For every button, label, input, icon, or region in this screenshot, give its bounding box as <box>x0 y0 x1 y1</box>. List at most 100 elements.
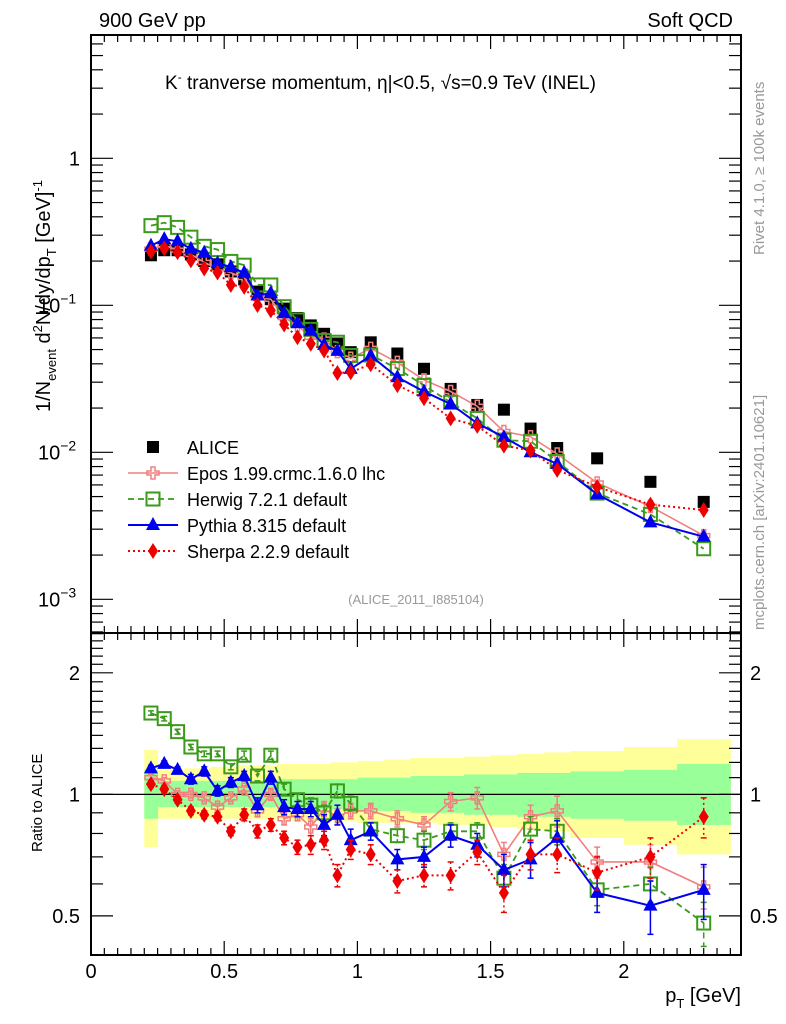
pythia-point <box>170 761 185 775</box>
legend-label: ALICE <box>187 438 239 458</box>
epos-point <box>390 812 405 826</box>
pythia-point <box>277 305 292 319</box>
sherpa-point <box>159 240 170 257</box>
sherpa-point <box>265 302 276 319</box>
title-sqrt: √ <box>441 73 452 94</box>
sherpa-point <box>305 335 316 352</box>
pythia-point <box>237 768 252 782</box>
sherpa-point <box>172 791 183 808</box>
title-rest1: tranverse momentum, <box>182 73 377 94</box>
sherpa-point <box>472 843 483 860</box>
sherpa-point <box>172 244 183 261</box>
sherpa-main-line <box>150 247 704 512</box>
herwig-point <box>389 828 405 844</box>
alice-data-point <box>524 422 537 435</box>
pythia-point <box>416 848 431 862</box>
series <box>143 215 712 948</box>
header-left-label: 900 GeV pp <box>99 10 206 32</box>
band-inner-bin <box>570 771 625 819</box>
epos-point <box>146 466 160 480</box>
pythia-point <box>496 861 511 875</box>
sherpa-point <box>185 802 196 819</box>
pythia-point <box>250 797 265 811</box>
sherpa-point <box>365 356 376 373</box>
pythia-point <box>157 755 172 769</box>
pythia-point <box>363 347 378 361</box>
sherpa-point <box>252 297 263 314</box>
pythia-point <box>237 264 252 278</box>
legend: ALICE Epos 1.99.crmc.1.6.0 lhc Herwig 7.2.… <box>128 438 385 562</box>
alice-data-point <box>591 452 604 465</box>
y-tick-exponent: −2 <box>60 437 76 453</box>
sherpa-point <box>279 829 290 846</box>
herwig-point <box>523 821 539 837</box>
x-tick-label: 0 <box>85 961 96 983</box>
sherpa-point <box>472 417 483 434</box>
pythia-point <box>223 774 238 788</box>
herwig-ratio-line <box>150 712 705 924</box>
herwig-point <box>223 759 239 775</box>
pythia-point <box>143 760 158 774</box>
pythia-point <box>696 881 711 895</box>
pythia-point <box>223 259 238 273</box>
sherpa-point <box>365 846 376 863</box>
header-right-label: Soft QCD <box>647 10 733 32</box>
sherpa-point <box>305 836 316 853</box>
ratio-y-tick-label-right: 1 <box>750 784 761 806</box>
sherpa-point <box>498 437 509 454</box>
y-tick-exponent: −3 <box>60 584 76 600</box>
sherpa-point <box>445 410 456 427</box>
axes: 0 0.5 1 1.5 2 1 10−1 10−2 10−3 2 2 1 1 0.5 0.5 <box>38 34 778 983</box>
sherpa-point <box>148 543 158 559</box>
pythia-point <box>263 285 278 299</box>
pythia-point <box>696 528 711 542</box>
pythia-point <box>290 800 305 814</box>
sherpa-point <box>418 390 429 407</box>
x-tick-label: 1 <box>352 961 363 983</box>
ratio-y-tick-label-right: 0.5 <box>750 906 778 928</box>
epos-point <box>277 812 291 826</box>
alice-data-point <box>147 441 159 453</box>
sherpa-point <box>645 848 656 865</box>
sherpa-point <box>319 832 330 849</box>
alice-data-point <box>417 362 430 375</box>
ratio-y-tick-label: 1 <box>69 784 80 806</box>
pythia-point <box>643 514 658 528</box>
sherpa-point <box>525 846 536 863</box>
x-tick-label: 1.5 <box>477 961 505 983</box>
epos-point <box>470 791 485 805</box>
epos-point <box>237 782 251 796</box>
sherpa-point <box>525 442 536 459</box>
legend-label: Sherpa 2.2.9 default <box>187 542 349 562</box>
pythia-point <box>183 240 198 254</box>
pythia-point <box>157 231 172 245</box>
sherpa-point <box>239 806 250 823</box>
sherpa-point <box>552 846 563 863</box>
sherpa-point <box>239 278 250 295</box>
sherpa-point <box>332 364 343 381</box>
herwig-point <box>329 783 345 799</box>
sherpa-point <box>279 316 290 333</box>
sherpa-point <box>252 823 263 840</box>
sherpa-point <box>319 342 330 359</box>
herwig-point <box>249 768 265 784</box>
herwig-point <box>170 219 186 235</box>
epos-point <box>417 373 431 387</box>
herwig-point <box>696 541 712 557</box>
pythia-point <box>343 832 358 846</box>
sherpa-point <box>265 816 276 833</box>
sherpa-point <box>332 867 343 884</box>
alice-data-point <box>444 382 457 395</box>
sherpa-point <box>345 364 356 381</box>
pythia-point <box>363 823 378 837</box>
herwig-point <box>210 746 226 762</box>
legend-item: Sherpa 2.2.9 default <box>128 542 349 562</box>
ratio-y-tick-label: 0.5 <box>52 906 80 928</box>
sherpa-point <box>498 884 509 901</box>
epos-point <box>550 804 564 818</box>
pythia-point <box>146 517 160 530</box>
sherpa-point <box>345 841 356 858</box>
legend-item: Herwig 7.2.1 default <box>128 490 347 510</box>
herwig-point <box>145 491 161 507</box>
analysis-id-label: (ALICE_2011_I885104) <box>348 592 484 607</box>
